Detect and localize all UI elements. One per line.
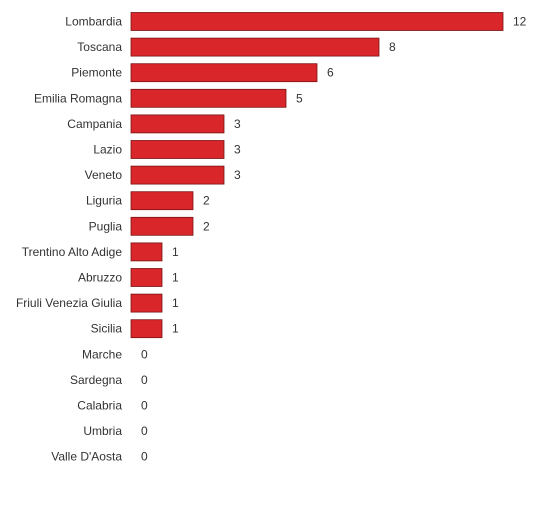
- category-label-puglia: Puglia: [89, 219, 123, 233]
- category-label-valle-d-aosta: Valle D'Aosta: [51, 450, 122, 464]
- bar-sicilia: [130, 319, 163, 339]
- category-labels-group: Lombardia Toscana Piemonte Emilia Romagna Ca…: [16, 15, 122, 464]
- value-label-trentino-alto-adige: 1: [172, 245, 179, 259]
- bars-group: [130, 12, 504, 339]
- value-label-emilia-romagna: 5: [296, 91, 303, 105]
- bar-campania: [130, 114, 225, 134]
- bar-emilia-romagna: [130, 88, 287, 108]
- value-label-calabria: 0: [141, 399, 148, 413]
- bar-abruzzo: [130, 268, 163, 287]
- value-label-lazio: 3: [234, 143, 241, 157]
- value-label-marche: 0: [141, 347, 148, 361]
- category-label-abruzzo: Abruzzo: [78, 271, 122, 285]
- value-labels-group: 12 8 6 5 3 3 3 2 2 1 1 1 1 0 0 0 0 0: [141, 15, 527, 464]
- category-label-calabria: Calabria: [77, 399, 122, 413]
- value-label-umbria: 0: [141, 424, 148, 438]
- bar-lombardia: [130, 12, 504, 31]
- bar-lazio: [130, 140, 225, 159]
- value-label-friuli-venezia-giulia: 1: [172, 296, 179, 310]
- category-label-emilia-romagna: Emilia Romagna: [34, 91, 122, 105]
- category-label-trentino-alto-adige: Trentino Alto Adige: [22, 245, 123, 259]
- value-label-liguria: 2: [203, 194, 210, 208]
- category-label-toscana: Toscana: [77, 40, 122, 54]
- value-label-veneto: 3: [234, 168, 241, 182]
- value-label-abruzzo: 1: [172, 271, 179, 285]
- category-label-lombardia: Lombardia: [65, 15, 122, 29]
- value-label-piemonte: 6: [327, 66, 334, 80]
- category-label-marche: Marche: [82, 347, 122, 361]
- category-label-lazio: Lazio: [93, 143, 122, 157]
- value-label-lombardia: 12: [513, 15, 527, 29]
- category-label-piemonte: Piemonte: [71, 66, 122, 80]
- category-label-sicilia: Sicilia: [91, 322, 123, 336]
- bar-puglia: [130, 216, 194, 236]
- category-label-umbria: Umbria: [83, 424, 122, 438]
- bar-piemonte: [130, 63, 318, 83]
- value-label-toscana: 8: [389, 40, 396, 54]
- value-label-puglia: 2: [203, 219, 210, 233]
- value-label-valle-d-aosta: 0: [141, 450, 148, 464]
- category-label-sardegna: Sardegna: [70, 373, 122, 387]
- bar-trentino-alto-adige: [130, 242, 163, 262]
- value-label-sicilia: 1: [172, 322, 179, 336]
- bar-veneto: [130, 165, 225, 185]
- value-label-sardegna: 0: [141, 373, 148, 387]
- category-label-veneto: Veneto: [85, 168, 123, 182]
- category-label-liguria: Liguria: [86, 194, 122, 208]
- category-label-campania: Campania: [67, 117, 122, 131]
- value-label-campania: 3: [234, 117, 241, 131]
- bar-friuli-venezia-giulia: [130, 293, 163, 313]
- bar-toscana: [130, 37, 380, 57]
- bar-liguria: [130, 191, 194, 211]
- category-label-friuli-venezia-giulia: Friuli Venezia Giulia: [16, 296, 122, 310]
